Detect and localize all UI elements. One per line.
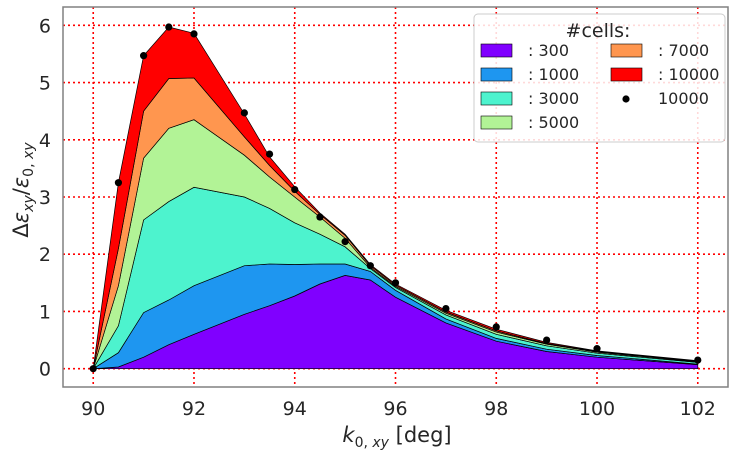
legend: #cells: : 300 : 1000 : 3000 : 5000 : 7000 : 1… [473, 13, 726, 143]
x-tick-label: 92 [182, 398, 206, 420]
legend-label: : 10000 [658, 65, 719, 84]
legend-label: : 3000 [528, 89, 579, 108]
legend-swatch [480, 43, 513, 58]
y-tick-labels: 0 1 2 3 4 5 6 [39, 15, 51, 380]
data-point [316, 213, 324, 221]
x-tick-labels: 90 92 94 96 98 100 102 [81, 398, 716, 420]
data-point [291, 185, 299, 194]
x-tick-label: 94 [283, 398, 307, 420]
y-tick-label: 1 [39, 301, 51, 323]
data-point [265, 150, 274, 158]
data-point [165, 23, 173, 31]
y-tick-label: 3 [39, 187, 51, 209]
legend-title: #cells: [566, 20, 631, 42]
x-axis-label: k0, xy [deg] [342, 423, 451, 451]
data-point [593, 345, 601, 353]
stacked-areas [92, 26, 699, 370]
legend-swatch [480, 115, 513, 130]
y-tick-label: 2 [39, 244, 51, 266]
y-tick-label: 0 [39, 359, 51, 381]
data-point [492, 323, 500, 331]
data-point [240, 109, 248, 117]
data-point [341, 238, 349, 246]
x-tick-label: 102 [680, 398, 716, 420]
legend-label: : 300 [528, 41, 569, 60]
legend-marker [622, 95, 630, 103]
plot-frame [62, 6, 729, 388]
data-point [366, 262, 374, 270]
legend-swatch [480, 91, 513, 106]
legend-label: : 5000 [528, 113, 579, 132]
y-axis-label: Δεxy/ε0, xy [9, 142, 37, 238]
data-point [114, 179, 123, 187]
legend-box [473, 13, 726, 143]
x-tick-label: 96 [383, 398, 407, 420]
legend-swatch [610, 67, 643, 82]
data-point [89, 365, 97, 373]
y-tick-label: 6 [39, 15, 51, 37]
y-tick-label: 4 [39, 130, 51, 152]
data-point [190, 30, 198, 38]
legend-label: : 7000 [658, 41, 709, 60]
x-tick-label: 98 [484, 398, 508, 420]
legend-swatch [480, 67, 513, 82]
x-tick-label: 100 [579, 398, 615, 420]
data-point [140, 52, 148, 60]
x-tick-label: 90 [81, 398, 105, 420]
data-point [391, 279, 400, 287]
legend-label: : 1000 [528, 65, 579, 84]
data-point [543, 336, 551, 344]
data-point [694, 356, 702, 364]
data-point [442, 304, 450, 313]
legend-swatch [610, 43, 643, 58]
legend-items: : 300 : 1000 : 3000 : 5000 : 7000 : 10000 1000… [480, 41, 719, 132]
y-tick-label: 5 [39, 73, 51, 95]
marker-series [89, 23, 702, 373]
legend-label: 10000 [658, 89, 709, 108]
